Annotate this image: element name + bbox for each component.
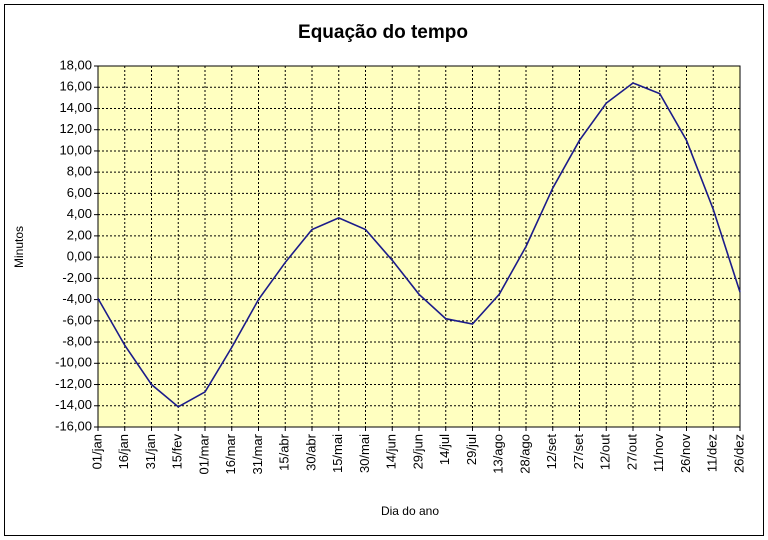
- y-tick-label: 0,00: [67, 249, 92, 264]
- x-tick-label: 31/jan: [143, 434, 158, 469]
- x-tick-label: 26/nov: [678, 434, 693, 474]
- x-tick-label: 12/out: [598, 434, 613, 471]
- y-tick-label: -12,00: [55, 376, 92, 391]
- y-tick-label: -4,00: [62, 291, 92, 306]
- x-tick-label: 29/jun: [410, 434, 425, 469]
- chart-title: Equação do tempo: [298, 22, 468, 43]
- x-tick-label: 28/ago: [517, 434, 532, 474]
- x-axis-label: Dia do ano: [381, 504, 439, 518]
- x-tick-label: 15/fev: [170, 434, 185, 470]
- y-axis-label: Minutos: [12, 226, 26, 268]
- x-tick-label: 30/mai: [357, 434, 372, 473]
- x-tick-label: 12/set: [544, 434, 559, 470]
- x-tick-label: 01/mar: [196, 433, 211, 474]
- x-tick-label: 30/abr: [303, 433, 318, 471]
- y-tick-label: 18,00: [59, 57, 92, 72]
- y-tick-label: 10,00: [59, 142, 92, 157]
- y-tick-label: 14,00: [59, 100, 92, 115]
- y-tick-label: 16,00: [59, 79, 92, 94]
- y-tick-label: -8,00: [62, 333, 92, 348]
- x-tick-label: 26/dez: [731, 434, 746, 473]
- y-tick-label: 2,00: [67, 227, 92, 242]
- x-tick-label: 15/abr: [277, 433, 292, 471]
- x-tick-label: 31/mar: [250, 433, 265, 474]
- x-tick-label: 13/ago: [491, 434, 506, 474]
- y-tick-label: 4,00: [67, 206, 92, 221]
- y-tick-label: 8,00: [67, 164, 92, 179]
- x-tick-label: 29/jul: [464, 434, 479, 465]
- y-tick-label: 6,00: [67, 185, 92, 200]
- plot-border: [97, 65, 741, 428]
- x-tick-label: 16/mar: [223, 433, 238, 474]
- x-tick-label: 14/jul: [437, 434, 452, 465]
- y-tick-label: -2,00: [62, 270, 92, 285]
- y-tick-label: -6,00: [62, 312, 92, 327]
- y-tick-label: 12,00: [59, 121, 92, 136]
- x-tick-label: 11/dez: [705, 434, 720, 472]
- x-tick-label: 11/nov: [651, 434, 666, 473]
- y-tick-label: -14,00: [55, 397, 92, 412]
- y-tick-label: -10,00: [55, 355, 92, 370]
- y-tick-label: -16,00: [55, 418, 92, 433]
- x-tick-label: 27/set: [571, 434, 586, 470]
- x-tick-label: 27/out: [624, 434, 639, 471]
- data-line: [97, 82, 741, 408]
- x-tick-label: 16/jan: [116, 434, 131, 469]
- x-tick-label: 15/mai: [330, 434, 345, 473]
- x-tick-label: 01/jan: [89, 434, 104, 469]
- x-tick-label: 14/jun: [384, 434, 399, 469]
